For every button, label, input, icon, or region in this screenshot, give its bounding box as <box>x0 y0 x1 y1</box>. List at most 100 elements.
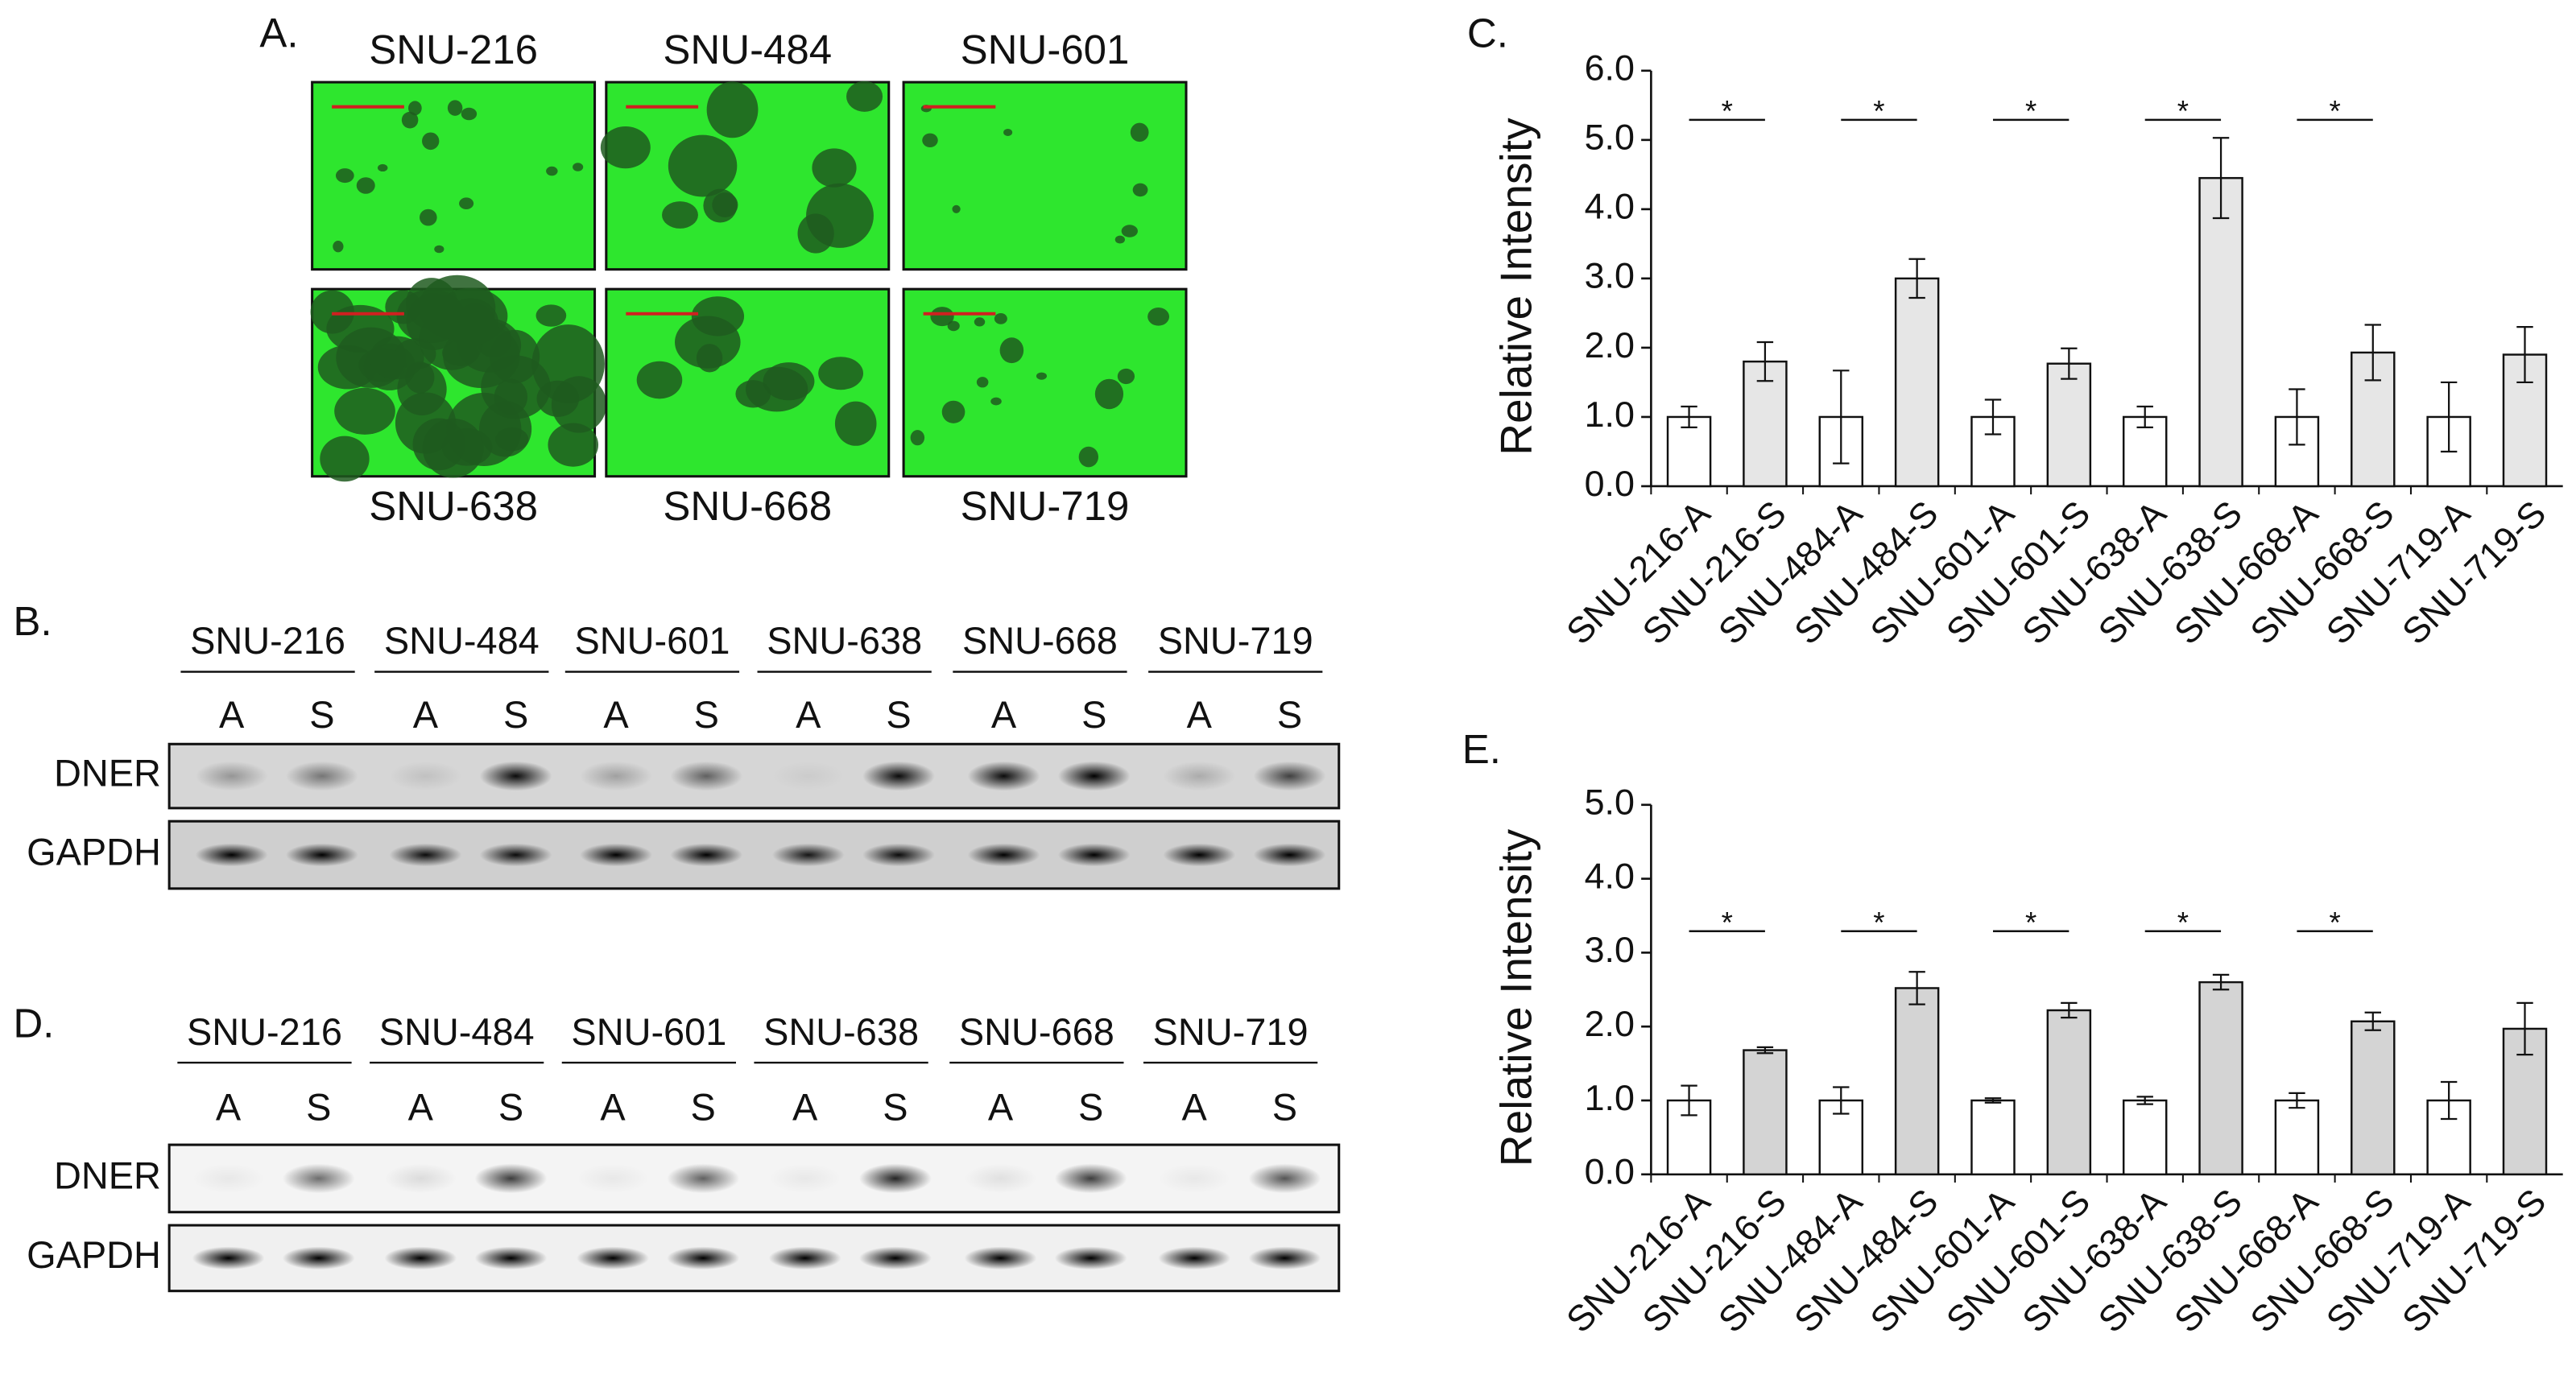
y-axis-label: Relative Intensity <box>1491 118 1541 456</box>
band <box>384 1246 457 1270</box>
lane-label: A <box>219 694 245 736</box>
band <box>285 843 358 867</box>
band <box>389 761 462 791</box>
lane-label: S <box>886 694 911 736</box>
colony <box>910 430 925 446</box>
bar <box>2122 415 2168 488</box>
lane-label: A <box>1182 1087 1208 1129</box>
bar <box>2351 1020 2396 1176</box>
significance-label: * <box>2177 906 2189 939</box>
image-label: SNU-638 <box>369 483 538 529</box>
cell-line-label: SNU-216 <box>190 620 345 662</box>
colony <box>994 312 1007 324</box>
cell-line-label: SNU-638 <box>763 1011 919 1053</box>
band <box>1054 1246 1127 1270</box>
y-tick-label: 0.0 <box>1585 463 1635 504</box>
y-tick-label: 3.0 <box>1585 929 1635 970</box>
lane-label: A <box>796 694 821 736</box>
panel-label: C. <box>1467 10 1508 56</box>
colony <box>481 355 551 419</box>
cell-line-label: SNU-668 <box>962 620 1118 662</box>
significance-label: * <box>2329 906 2340 939</box>
band <box>479 761 552 791</box>
cell-line-label: SNU-601 <box>571 1011 726 1053</box>
significance-label: * <box>1722 906 1733 939</box>
micrograph <box>902 287 1188 478</box>
blot <box>167 819 1341 890</box>
colony <box>735 380 771 408</box>
lane-label: S <box>1272 1087 1297 1129</box>
cell-line-label: SNU-719 <box>1153 1011 1309 1053</box>
band <box>1163 761 1236 791</box>
significance-label: * <box>1873 906 1884 939</box>
micrograph <box>311 81 597 271</box>
colony <box>947 320 960 332</box>
colony <box>395 338 436 369</box>
lane-label: S <box>306 1087 331 1129</box>
y-tick-label: 5.0 <box>1585 117 1635 158</box>
image-label: SNU-601 <box>961 27 1130 72</box>
band <box>1057 761 1131 791</box>
blot <box>167 1224 1341 1293</box>
band <box>967 843 1040 867</box>
cell-line-label: SNU-216 <box>187 1011 342 1053</box>
band <box>964 1163 1037 1194</box>
panel-label: A. <box>259 10 298 56</box>
micrograph <box>605 287 891 478</box>
colony <box>668 134 738 197</box>
band <box>1163 843 1236 867</box>
band <box>670 843 743 867</box>
band <box>474 1246 548 1270</box>
bar <box>2274 1099 2320 1176</box>
colony <box>696 344 723 373</box>
colony <box>434 245 444 254</box>
colony <box>442 298 498 346</box>
lane-label: A <box>413 694 439 736</box>
bar <box>2198 980 2243 1176</box>
row-label: DNER <box>54 1154 161 1196</box>
bar <box>1894 277 1940 488</box>
colony <box>930 307 954 327</box>
significance-label: * <box>2025 94 2036 127</box>
band <box>771 843 845 867</box>
band <box>1054 1163 1127 1194</box>
cell-line-label: SNU-638 <box>767 620 922 662</box>
y-tick-label: 1.0 <box>1585 394 1635 435</box>
colony <box>990 397 1002 406</box>
colony <box>377 163 388 172</box>
band <box>1057 843 1131 867</box>
lane-label: A <box>988 1087 1014 1129</box>
y-tick-label: 6.0 <box>1585 47 1635 89</box>
colony <box>1114 235 1125 244</box>
colony <box>310 290 354 334</box>
lane-label: S <box>1081 694 1106 736</box>
y-tick-label: 2.0 <box>1585 324 1635 365</box>
lane-label: S <box>1078 1087 1103 1129</box>
y-tick-label: 1.0 <box>1585 1077 1635 1118</box>
bar <box>2198 176 2243 488</box>
micrograph-background <box>902 81 1188 271</box>
band <box>1248 1163 1321 1194</box>
band <box>282 1163 355 1194</box>
lane-label: A <box>408 1087 434 1129</box>
band <box>667 1163 740 1194</box>
bar <box>1970 1099 2016 1176</box>
lane-label: A <box>991 694 1017 736</box>
band <box>285 761 358 791</box>
band <box>964 1246 1037 1270</box>
colony <box>806 183 874 248</box>
bar <box>2122 1099 2168 1176</box>
row-label: GAPDH <box>27 1234 161 1276</box>
lane-label: S <box>1277 694 1302 736</box>
colony <box>941 400 965 423</box>
colony <box>846 81 883 112</box>
band <box>1158 1163 1231 1194</box>
band <box>474 1163 548 1194</box>
band <box>1253 843 1326 867</box>
y-axis-label: Relative Intensity <box>1491 828 1541 1166</box>
band <box>670 761 743 791</box>
band <box>479 843 552 867</box>
band <box>768 1163 841 1194</box>
band <box>771 761 845 791</box>
